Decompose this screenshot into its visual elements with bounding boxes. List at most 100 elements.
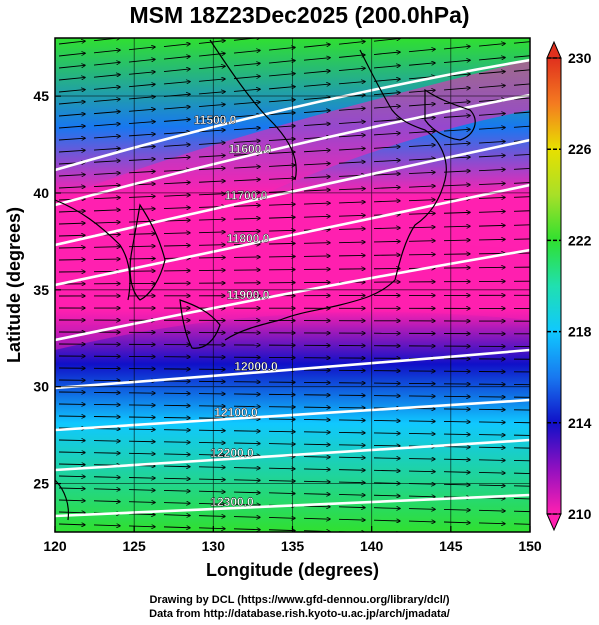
wind-arrow — [128, 47, 155, 51]
wind-arrow — [198, 232, 225, 233]
x-tick-label: 145 — [439, 538, 463, 554]
wind-arrow — [93, 99, 120, 102]
wind-arrow — [339, 15, 365, 18]
wind-arrow — [408, 496, 435, 497]
wind-arrow — [303, 494, 330, 495]
wind-arrow — [478, 197, 505, 198]
wind-arrow — [58, 138, 85, 140]
wind-arrow — [338, 55, 365, 58]
wind-arrow — [304, 543, 330, 544]
contour-line — [55, 138, 530, 247]
wind-arrow — [443, 60, 470, 64]
wind-arrow — [233, 63, 260, 67]
map-title: MSM 18Z23Dec2025 (200.0hPa) — [129, 2, 470, 28]
credit-data: Data from http://database.rish.kyoto-u.a… — [149, 608, 450, 620]
wind-arrow — [268, 204, 295, 205]
wind-arrow — [513, 460, 530, 462]
wind-arrow — [443, 472, 470, 473]
wind-arrow — [198, 479, 225, 480]
wind-arrow — [514, 27, 540, 30]
colorbar: 230 226 222 218 214 210 — [546, 40, 592, 532]
wind-arrow — [479, 548, 505, 549]
wind-arrow — [93, 525, 120, 526]
wind-arrow — [303, 190, 330, 191]
wind-arrow — [373, 470, 400, 471]
wind-arrow — [268, 152, 295, 154]
wind-arrow — [128, 478, 155, 479]
wind-arrow — [408, 459, 435, 460]
wind-arrow — [443, 102, 470, 104]
wind-arrow — [408, 131, 435, 133]
wind-arrow — [338, 82, 365, 85]
wind-arrow — [409, 8, 435, 11]
wind-arrow — [268, 493, 295, 494]
wind-arrow — [409, 534, 435, 535]
wind-arrow — [303, 518, 330, 519]
wind-arrow — [373, 495, 400, 496]
wind-arrow — [373, 201, 400, 202]
wind-arrow — [338, 108, 365, 110]
wind-arrow — [478, 169, 505, 170]
wind-arrow — [338, 148, 365, 150]
contour-label: 11500.0 — [194, 113, 237, 127]
wind-arrow — [338, 162, 365, 163]
wind-arrow — [513, 485, 530, 487]
wind-arrow — [93, 136, 120, 138]
wind-arrow — [408, 509, 435, 510]
wind-arrow — [269, 21, 295, 24]
wind-arrow — [303, 84, 330, 87]
wind-arrow — [478, 510, 505, 511]
wind-arrow — [478, 127, 505, 129]
wind-arrow — [58, 247, 85, 248]
wind-arrow — [303, 150, 330, 152]
wind-arrow — [443, 129, 470, 131]
wind-arrow — [478, 183, 505, 184]
wind-arrow — [233, 504, 260, 505]
wind-arrow — [128, 196, 155, 197]
wind-arrow — [163, 233, 190, 234]
wind-arrow — [338, 494, 365, 495]
wind-arrow — [58, 41, 85, 45]
wind-arrow — [58, 524, 85, 525]
wind-arrow — [443, 185, 470, 186]
wind-arrow — [128, 514, 155, 515]
wind-arrow — [479, 2, 505, 5]
wind-arrow — [198, 194, 225, 195]
wind-arrow — [444, 535, 470, 536]
wind-arrow — [234, 25, 260, 28]
wind-arrow — [163, 527, 190, 528]
wind-arrow — [443, 226, 470, 227]
wind-arrow — [513, 168, 530, 170]
wind-arrow — [58, 126, 85, 128]
wind-arrow — [233, 468, 260, 469]
wind-arrow — [478, 71, 505, 75]
wind-arrow — [128, 159, 155, 161]
wind-arrow — [198, 219, 225, 220]
wind-arrow — [198, 245, 225, 246]
wind-arrow — [479, 30, 505, 33]
x-tick-label: 120 — [43, 538, 67, 554]
wind-arrow — [93, 185, 120, 186]
wind-arrow — [338, 41, 365, 45]
wind-arrow — [268, 126, 295, 128]
wind-arrow — [268, 517, 295, 518]
wind-arrow — [303, 506, 330, 507]
wind-arrow — [408, 186, 435, 187]
wind-arrow — [303, 457, 330, 458]
wind-arrow — [233, 102, 260, 105]
wind-arrow — [478, 85, 505, 89]
contour-line — [55, 493, 530, 518]
colorbar-label: 230 — [568, 50, 592, 66]
contour-label: 11700.0 — [225, 189, 268, 203]
wind-arrow — [478, 523, 505, 524]
wind-arrow — [408, 49, 435, 53]
contour-label: 12300.0 — [210, 495, 254, 509]
wind-arrow — [93, 210, 120, 211]
wind-arrow — [443, 212, 470, 213]
wind-arrow — [128, 84, 155, 88]
wind-arrow — [58, 187, 85, 188]
y-tick-label: 25 — [33, 476, 49, 492]
wind-arrow — [58, 90, 85, 93]
wind-arrow — [58, 150, 85, 152]
wind-arrow — [408, 521, 435, 522]
